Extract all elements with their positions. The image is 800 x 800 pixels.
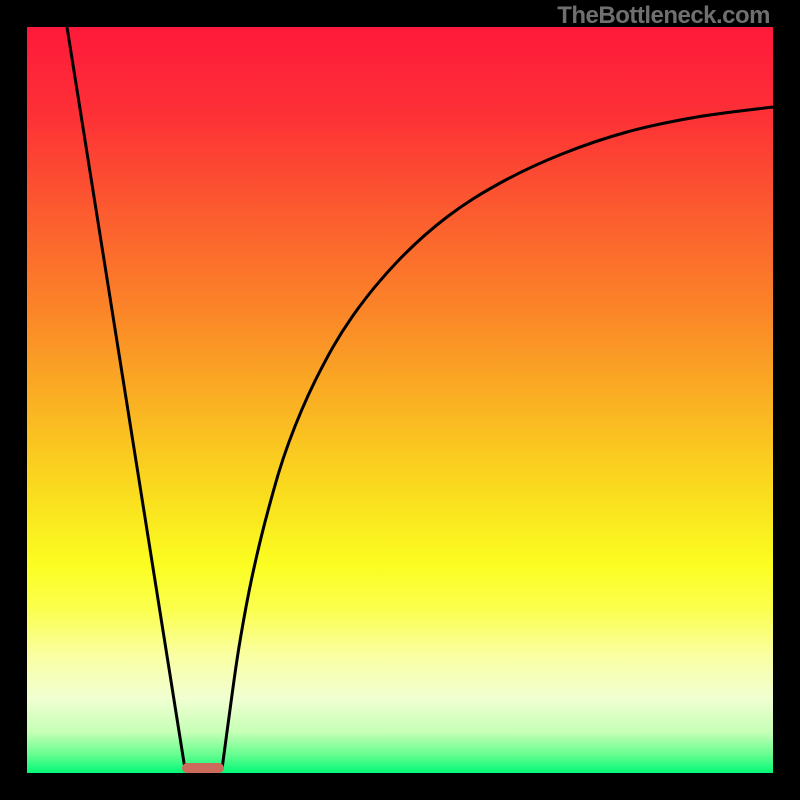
chart-container: TheBottleneck.com: [0, 0, 800, 800]
plot-area: [27, 27, 773, 773]
right-curve: [222, 107, 773, 769]
watermark-text: TheBottleneck.com: [557, 2, 770, 30]
curves-svg: [27, 27, 773, 773]
valley-marker: [182, 763, 224, 773]
left-curve: [67, 27, 185, 769]
